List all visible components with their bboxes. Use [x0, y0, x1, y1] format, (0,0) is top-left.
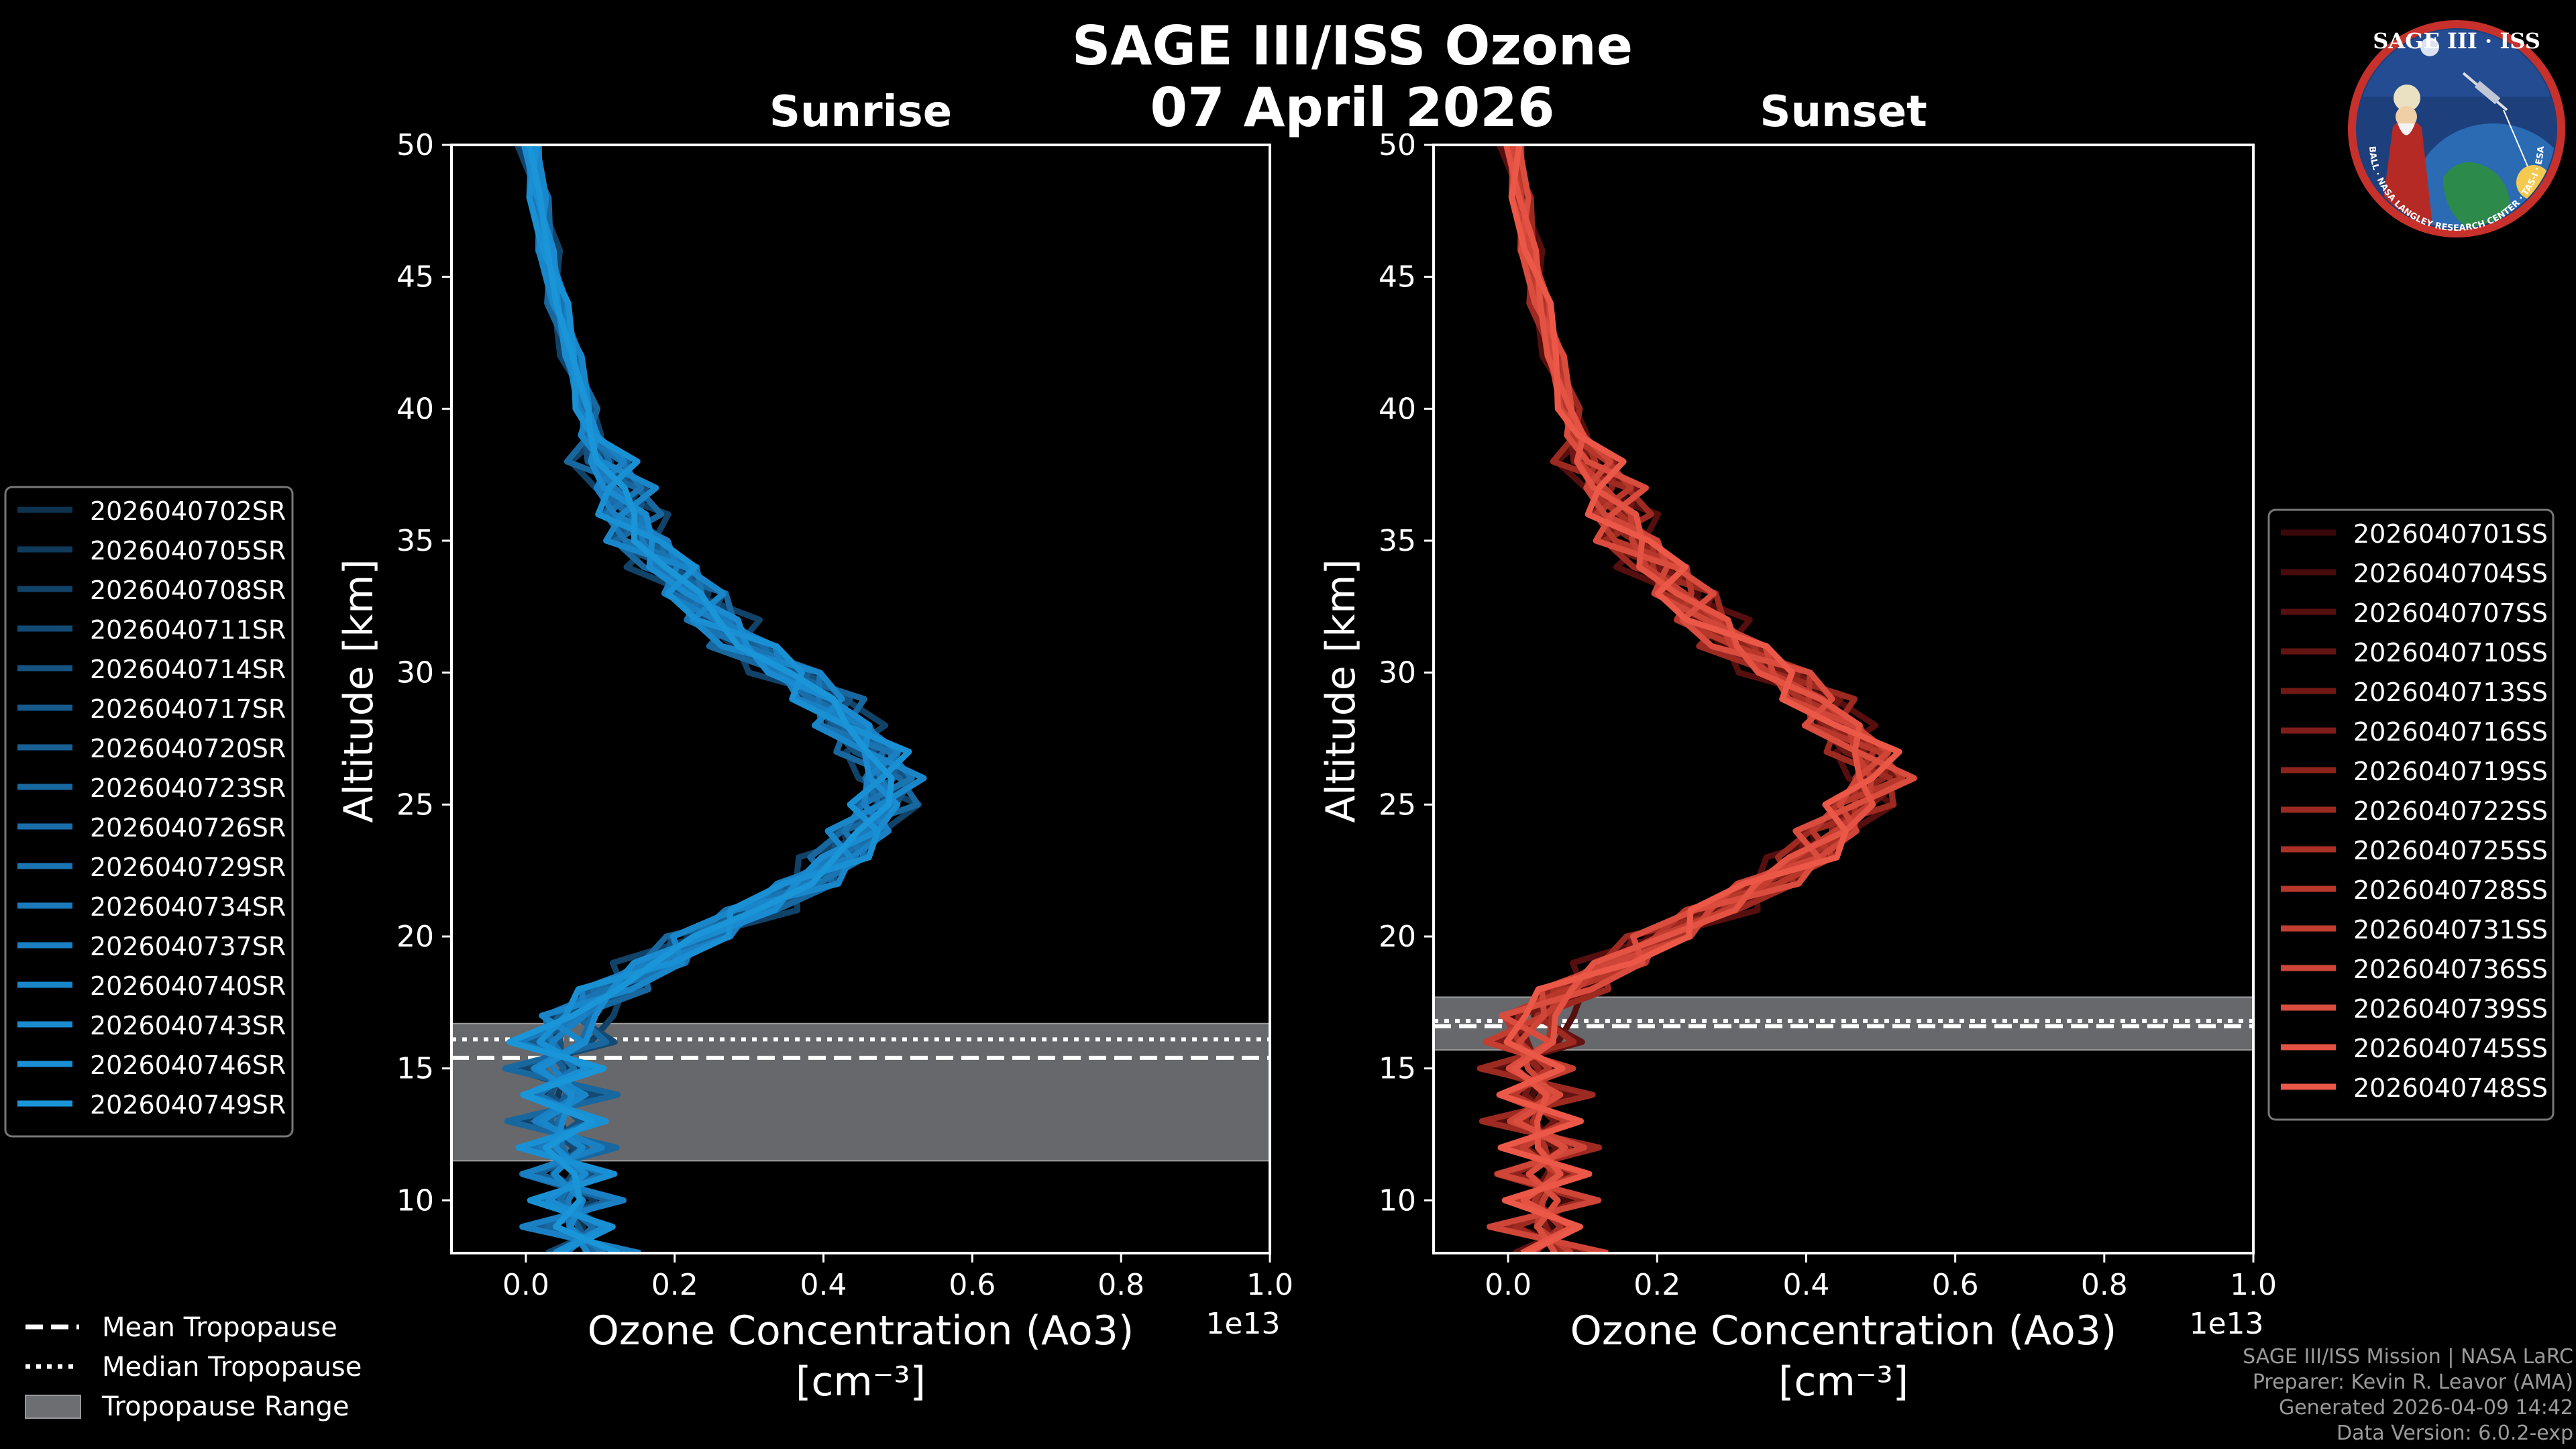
y-axis-label: Altitude [km] — [1318, 559, 1364, 823]
series-line-2026040748SS — [1496, 145, 1902, 1253]
legend-entry-2026040711SR: 2026040711SR — [90, 615, 286, 645]
legend-entry-2026040719SS: 2026040719SS — [2353, 757, 2548, 786]
x-tick-label: 0.4 — [800, 1268, 847, 1302]
y-tick-label: 50 — [1379, 128, 1416, 162]
legend-entry-2026040737SR: 2026040737SR — [90, 932, 286, 961]
tropopause-range-swatch — [25, 1395, 81, 1419]
legend-entry-2026040746SR: 2026040746SR — [90, 1051, 286, 1080]
axes-frame — [1432, 144, 2255, 1254]
y-tick-label: 15 — [1379, 1052, 1416, 1086]
figure-date: 07 April 2026 — [1150, 76, 1554, 139]
median-tropopause-label: Median Tropopause — [102, 1352, 362, 1383]
legend-entry-2026040739SS: 2026040739SS — [2353, 994, 2548, 1024]
x-axis-unit: [cm⁻³] — [1778, 1358, 1909, 1405]
x-tick-label: 1.0 — [1246, 1268, 1293, 1302]
y-tick-label: 25 — [1379, 788, 1416, 822]
legend-entry-2026040731SS: 2026040731SS — [2353, 915, 2548, 945]
legend-entry-2026040728SS: 2026040728SS — [2353, 875, 2548, 905]
legend-entry-2026040710SS: 2026040710SS — [2353, 638, 2548, 667]
x-tick-label: 0.6 — [949, 1268, 996, 1302]
panel-title: Sunset — [1760, 87, 1927, 137]
legend-entry-2026040734SR: 2026040734SR — [90, 892, 286, 922]
legend-entry-2026040713SS: 2026040713SS — [2353, 678, 2548, 707]
x-tick-label: 0.8 — [2081, 1268, 2128, 1302]
y-tick-label: 45 — [1379, 260, 1416, 294]
legend-entry-2026040748SS: 2026040748SS — [2353, 1073, 2548, 1103]
x-tick-label: 1.0 — [2230, 1268, 2277, 1302]
legend-entry-2026040704SS: 2026040704SS — [2353, 559, 2548, 588]
x-scale-label: 1e13 — [2189, 1307, 2263, 1341]
y-tick-label: 20 — [1379, 920, 1416, 954]
y-tick-label: 20 — [396, 920, 434, 954]
sunrise-panel: 10 15 20 25 30 35 40 45 50 0.0 0.2 0.4 0.6 0.8 1.0 1e13… — [335, 87, 1293, 1405]
legend-entry-2026040736SS: 2026040736SS — [2353, 955, 2548, 984]
legend-entry-2026040745SS: 2026040745SS — [2353, 1034, 2548, 1063]
mission-patch-icon: SAGE III · ISS BALL · NASA LANGLEY RESEA… — [2348, 20, 2565, 237]
x-tick-label: 0.8 — [1097, 1268, 1144, 1302]
y-axis-label: Altitude [km] — [335, 559, 382, 823]
panel-title: Sunrise — [769, 87, 952, 137]
legend-entry-2026040708SR: 2026040708SR — [90, 576, 286, 605]
y-tick-label: 10 — [1379, 1183, 1416, 1218]
y-tick-label: 25 — [396, 788, 434, 822]
x-axis-label: Ozone Concentration (Ao3) — [1570, 1307, 2117, 1354]
legend-entry-2026040749SR: 2026040749SR — [90, 1090, 286, 1120]
x-tick-label: 0.6 — [1932, 1268, 1979, 1302]
x-scale-label: 1e13 — [1205, 1307, 1280, 1341]
mean-tropopause-label: Mean Tropopause — [102, 1312, 337, 1343]
legend-box — [2267, 508, 2555, 1121]
patch-title: SAGE III · ISS — [2373, 28, 2540, 54]
x-tick-label: 0.2 — [651, 1268, 698, 1302]
x-axis-unit: [cm⁻³] — [796, 1358, 926, 1405]
legend-entry-2026040717SR: 2026040717SR — [90, 694, 286, 724]
plot-area — [451, 145, 1270, 1253]
legend-entry-2026040701SS: 2026040701SS — [2353, 519, 2548, 549]
y-tick-label: 40 — [396, 392, 434, 426]
y-tick-label: 40 — [1379, 392, 1416, 426]
legend-entry-2026040740SR: 2026040740SR — [90, 971, 286, 1001]
x-tick-label: 0.0 — [1485, 1268, 1532, 1302]
legend-entry-2026040726SR: 2026040726SR — [90, 813, 286, 843]
y-tick-label: 35 — [1379, 524, 1416, 558]
tropopause-legend: Mean Tropopause Median Tropopause Tropop… — [25, 1312, 362, 1422]
sunset-panel: 10 15 20 25 30 35 40 45 50 0.0 0.2 0.4 0.6 0.8 1.0 1e13… — [1318, 87, 2277, 1405]
x-axis-label: Ozone Concentration (Ao3) — [588, 1307, 1134, 1354]
series-line-2026040749SR — [506, 145, 895, 1253]
y-tick-label: 45 — [396, 260, 434, 294]
x-tick-label: 0.2 — [1633, 1268, 1680, 1302]
y-tick-label: 30 — [1379, 656, 1416, 690]
axes-frame — [450, 144, 1271, 1254]
footer-credits: SAGE III/ISS Mission | NASA LaRC Prepare… — [2243, 1344, 2573, 1446]
x-tick-label: 0.0 — [502, 1268, 549, 1302]
sunset-legend: 2026040701SS 2026040704SS 2026040707SS 2026… — [2267, 508, 2555, 1121]
y-tick-label: 50 — [396, 128, 434, 162]
legend-box — [4, 486, 294, 1138]
tropopause-range-label: Tropopause Range — [101, 1391, 350, 1422]
legend-entry-2026040702SR: 2026040702SR — [90, 496, 286, 526]
y-tick-label: 15 — [396, 1052, 434, 1086]
figure-title: SAGE III/ISS Ozone — [1072, 15, 1633, 77]
legend-entry-2026040720SR: 2026040720SR — [90, 734, 286, 763]
legend-entry-2026040743SR: 2026040743SR — [90, 1011, 286, 1040]
x-tick-label: 0.4 — [1782, 1268, 1829, 1302]
legend-entry-2026040729SR: 2026040729SR — [90, 853, 286, 882]
legend-entry-2026040705SR: 2026040705SR — [90, 536, 286, 566]
plot-area — [1434, 145, 2253, 1253]
footer-preparer: Preparer: Kevin R. Leavor (AMA) — [2252, 1371, 2573, 1394]
y-tick-label: 35 — [396, 524, 434, 558]
legend-entry-2026040716SS: 2026040716SS — [2353, 717, 2548, 747]
y-tick-label: 10 — [396, 1183, 434, 1218]
legend-entry-2026040714SR: 2026040714SR — [90, 655, 286, 684]
sunrise-legend: 2026040702SR 2026040705SR 2026040708SR 2026… — [4, 486, 294, 1138]
legend-entry-2026040723SR: 2026040723SR — [90, 773, 286, 803]
footer-generated: Generated 2026-04-09 14:42 — [2278, 1396, 2573, 1419]
sage-iii-iss-badge: SAGE III · ISS BALL · NASA LANGLEY RESEA… — [2343, 9, 2571, 264]
footer-mission: SAGE III/ISS Mission | NASA LaRC — [2243, 1345, 2573, 1368]
y-tick-label: 30 — [396, 656, 434, 690]
legend-entry-2026040725SS: 2026040725SS — [2353, 836, 2548, 865]
legend-entry-2026040722SS: 2026040722SS — [2353, 796, 2548, 826]
footer-version: Data Version: 6.0.2-exp — [2336, 1421, 2573, 1445]
legend-entry-2026040707SS: 2026040707SS — [2353, 598, 2548, 628]
